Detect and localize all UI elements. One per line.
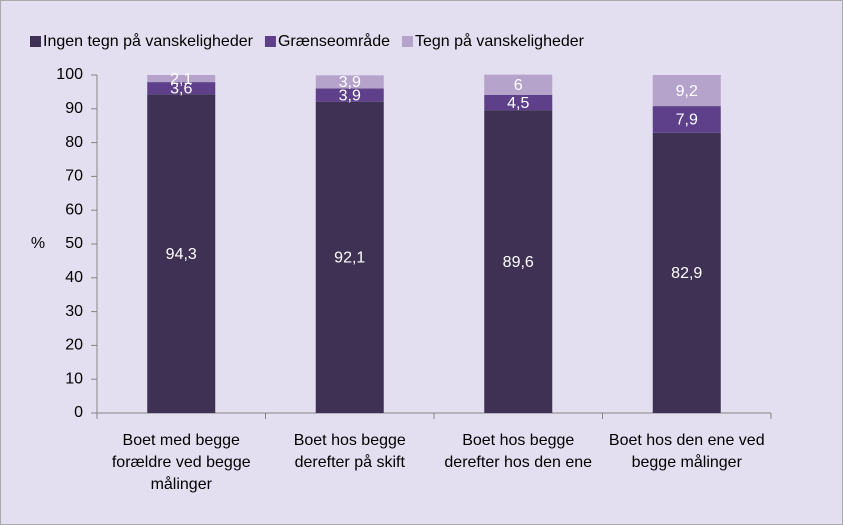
data-label: 94,3	[166, 246, 197, 263]
bar-segment	[315, 88, 384, 102]
y-axis-label: %	[31, 235, 45, 252]
bar-segment	[147, 75, 216, 83]
x-tick-label: Boet hos begge derefter på skift	[294, 432, 406, 471]
data-label: 7,9	[676, 112, 698, 129]
bar-segment	[484, 74, 553, 95]
y-tick-label: 30	[65, 303, 83, 320]
data-label: 3,9	[339, 87, 361, 104]
data-label: 3,9	[339, 74, 361, 91]
y-tick-label: 60	[65, 201, 83, 218]
data-label: 9,2	[676, 83, 698, 100]
bar-segment	[652, 75, 721, 107]
x-tick-label: Boet hos den ene ved begge målinger	[609, 432, 765, 471]
legend-swatch	[30, 36, 41, 47]
legend-swatch	[401, 36, 413, 47]
data-label: 3,6	[170, 80, 192, 97]
bar-segment	[484, 110, 553, 413]
data-label: 6	[514, 77, 523, 94]
bar-segment	[315, 75, 384, 89]
y-tick-label: 40	[65, 269, 83, 286]
data-label: 2,1	[170, 71, 192, 88]
x-tick-label: Boet hos begge derefter hos den ene	[444, 432, 592, 471]
legend-label: Ingen tegn på vanskeligheder	[43, 32, 254, 50]
legend-label: Grænseområde	[278, 32, 390, 50]
bar-segment	[652, 106, 721, 133]
bar-segment	[147, 94, 216, 414]
legend-label: Tegn på vanskeligheder	[415, 32, 585, 50]
legend-swatch	[264, 36, 276, 47]
y-tick-label: 80	[65, 134, 83, 151]
y-tick-label: 90	[65, 100, 83, 117]
y-tick-label: 10	[65, 370, 83, 387]
data-label: 89,6	[503, 254, 534, 271]
y-tick-label: 70	[65, 168, 83, 185]
bar-segment	[315, 101, 384, 414]
bar-segment	[484, 94, 553, 111]
data-label: 82,9	[671, 265, 702, 282]
y-tick-label: 0	[74, 404, 83, 421]
y-tick-label: 20	[65, 337, 83, 354]
y-tick-label: 100	[56, 66, 83, 83]
data-label: 92,1	[334, 250, 365, 267]
data-label: 4,5	[507, 95, 529, 112]
y-tick-label: 50	[65, 235, 83, 252]
x-tick-label: Boet med begge forældre ved begge målinger	[112, 432, 251, 493]
bar-segment	[147, 82, 216, 95]
bar-segment	[652, 132, 721, 413]
